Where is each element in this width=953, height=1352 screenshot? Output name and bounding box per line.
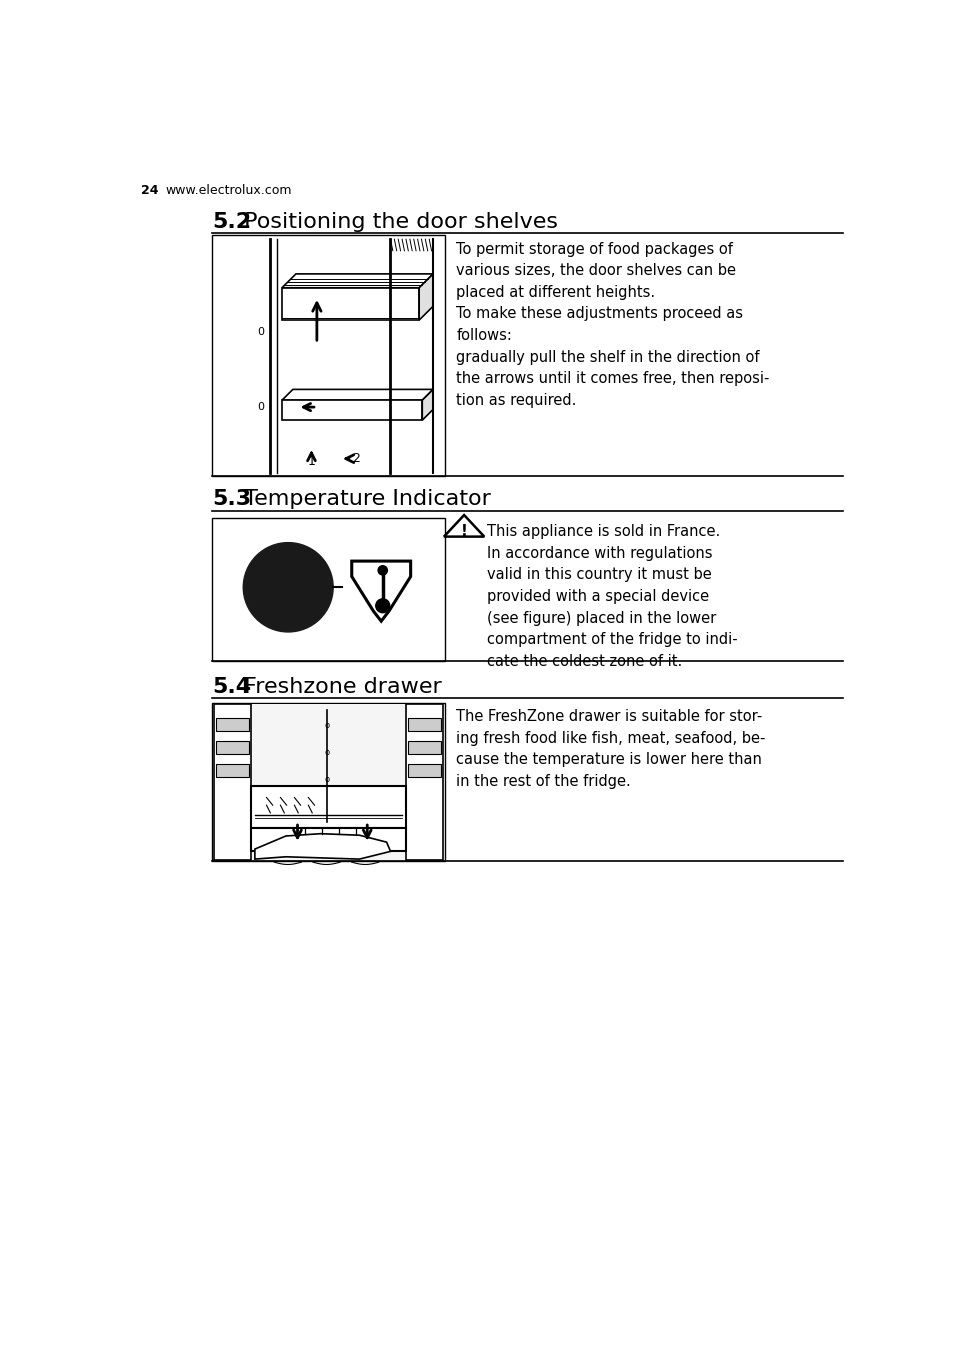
Text: Positioning the door shelves: Positioning the door shelves xyxy=(236,212,558,233)
Text: !: ! xyxy=(460,525,467,539)
Circle shape xyxy=(375,599,390,612)
Polygon shape xyxy=(282,274,433,288)
Polygon shape xyxy=(352,561,410,621)
Ellipse shape xyxy=(243,542,333,631)
Polygon shape xyxy=(282,400,422,420)
Polygon shape xyxy=(408,741,440,753)
Text: 1: 1 xyxy=(307,454,315,468)
Polygon shape xyxy=(282,389,433,400)
Bar xyxy=(251,829,406,852)
Polygon shape xyxy=(216,741,249,753)
Text: o: o xyxy=(324,722,329,730)
Text: 5.3: 5.3 xyxy=(212,489,251,510)
Bar xyxy=(212,703,444,861)
Polygon shape xyxy=(282,288,418,320)
Polygon shape xyxy=(408,718,440,730)
Text: This appliance is sold in France.
In accordance with regulations
valid in this c: This appliance is sold in France. In acc… xyxy=(487,525,738,669)
Bar xyxy=(406,703,443,860)
Bar xyxy=(213,703,443,860)
Bar xyxy=(212,235,444,476)
Bar xyxy=(213,703,251,860)
Polygon shape xyxy=(422,389,433,420)
Text: Temperature Indicator: Temperature Indicator xyxy=(236,489,491,510)
Text: 0: 0 xyxy=(257,327,264,337)
Text: o: o xyxy=(324,775,329,784)
Bar xyxy=(251,786,406,829)
Text: Freshzone drawer: Freshzone drawer xyxy=(236,676,441,696)
Text: 5.2: 5.2 xyxy=(212,212,251,233)
Text: o: o xyxy=(324,748,329,757)
Polygon shape xyxy=(254,834,390,859)
Text: To permit storage of food packages of
various sizes, the door shelves can be
pla: To permit storage of food packages of va… xyxy=(456,242,769,408)
Text: The FreshZone drawer is suitable for stor-
ing fresh food like fish, meat, seafo: The FreshZone drawer is suitable for sto… xyxy=(456,708,765,788)
Polygon shape xyxy=(418,274,433,320)
Text: 0: 0 xyxy=(257,402,264,412)
Polygon shape xyxy=(216,764,249,776)
Polygon shape xyxy=(443,515,484,537)
Polygon shape xyxy=(216,718,249,730)
Bar xyxy=(212,518,444,661)
Text: 5.4: 5.4 xyxy=(212,676,251,696)
Polygon shape xyxy=(408,764,440,776)
Text: 2: 2 xyxy=(352,452,359,465)
Circle shape xyxy=(377,565,387,575)
Text: 24: 24 xyxy=(141,184,158,197)
Text: www.electrolux.com: www.electrolux.com xyxy=(166,184,292,197)
